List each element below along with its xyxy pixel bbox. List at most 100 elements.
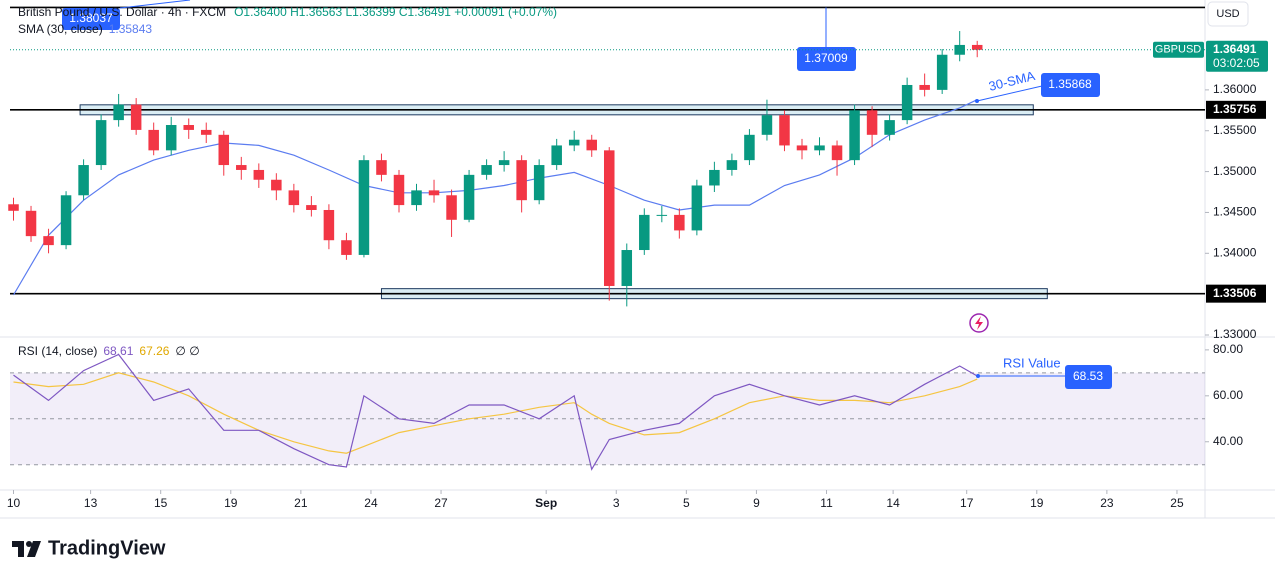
annotation-dot <box>976 374 980 378</box>
sma-value: 1.35843 <box>109 22 153 36</box>
currency-box <box>1207 1 1249 27</box>
annotation-label: 1.38037 <box>69 11 113 25</box>
candle-body <box>884 120 895 135</box>
annotation-box <box>1065 365 1112 389</box>
symbol-label: GBPUSD <box>1155 44 1202 56</box>
y-tick-label: 1.33000 <box>1213 327 1257 341</box>
candle-body <box>551 145 562 166</box>
rsi-line <box>13 353 978 471</box>
candle-body <box>936 54 948 90</box>
currency-label: USD <box>1216 8 1239 20</box>
candle-body <box>796 145 808 151</box>
candle-body <box>358 160 370 255</box>
x-tick-label: 10 <box>7 496 21 510</box>
candle-body <box>271 179 282 191</box>
level-axis-box <box>1206 100 1266 119</box>
candle-body <box>621 250 633 286</box>
annotation-line <box>976 85 1043 102</box>
y-tick-label: 1.34000 <box>1213 245 1257 259</box>
candle-body <box>831 145 843 161</box>
candle-body <box>779 115 790 146</box>
candle-body <box>60 195 72 246</box>
y-tick-label: 80.00 <box>1213 342 1243 356</box>
chart-title: British Pound / U.S. Dollar · 4h · FXCM <box>18 5 226 19</box>
x-tick-label: 24 <box>364 496 378 510</box>
y-tick-label: 1.34500 <box>1213 205 1257 219</box>
x-tick-label: 21 <box>294 496 308 510</box>
candle-body <box>849 110 860 161</box>
rsi-value: 68.61 <box>103 344 133 358</box>
candle-body <box>95 120 107 166</box>
annotation-line <box>119 0 191 9</box>
level-callout-box <box>797 47 856 71</box>
candle-body <box>901 84 913 121</box>
y-tick-label: 60.00 <box>1213 388 1243 402</box>
candle-body <box>8 204 19 211</box>
candle-body <box>341 240 352 255</box>
alert-icon-bolt <box>975 316 983 330</box>
x-tick-label: 25 <box>1170 496 1184 510</box>
x-tick-label: 13 <box>84 496 98 510</box>
annotation-label: 68.53 <box>1073 369 1103 383</box>
candle-body <box>516 160 527 201</box>
candle-body <box>376 160 387 175</box>
x-tick-label: 14 <box>886 496 900 510</box>
candle-body <box>674 214 685 231</box>
rsi-line <box>13 372 978 454</box>
candle-body <box>78 165 89 196</box>
candle-body <box>428 190 440 196</box>
candle-body <box>761 115 773 135</box>
rsi-header-icons: ∅ ∅ <box>175 344 199 358</box>
candle-body <box>656 214 668 216</box>
candle-body <box>288 190 300 206</box>
candle-body <box>691 185 703 231</box>
rsi-ma-value: 67.26 <box>139 344 169 358</box>
candle-body <box>568 139 580 146</box>
x-tick-label: 5 <box>683 496 690 510</box>
candle-body <box>113 104 124 121</box>
candle-body <box>411 190 422 206</box>
candle-body <box>709 169 720 186</box>
candle-body <box>603 150 615 286</box>
candle-body <box>236 165 247 170</box>
x-tick-label: 19 <box>1030 496 1044 510</box>
candle-body <box>148 129 159 151</box>
x-tick-label: 3 <box>613 496 620 510</box>
candle-body <box>919 84 930 90</box>
x-tick-label: 23 <box>1100 496 1114 510</box>
annotation-label: 1.35868 <box>1048 77 1092 91</box>
level-axis-box <box>1206 284 1266 303</box>
level-callout-label: 1.37009 <box>804 51 848 65</box>
candle-body <box>306 205 317 210</box>
annotation-box <box>1041 73 1100 97</box>
ohlc-text: O1.36400 H1.36563 L1.36399 C1.36491 +0.0… <box>234 5 557 19</box>
candle-body <box>726 160 738 170</box>
level-axis-label: 1.35756 <box>1213 102 1257 116</box>
candle-body <box>498 160 510 166</box>
y-tick-label: 1.36000 <box>1213 82 1257 96</box>
candle-body <box>130 104 142 130</box>
alert-icon[interactable] <box>969 313 989 333</box>
countdown-label: 03:02:05 <box>1213 56 1260 70</box>
x-tick-label: 9 <box>753 496 760 510</box>
sma-name: SMA (30, close) <box>18 22 103 36</box>
brand-name: TradingView <box>48 537 166 559</box>
sma-line <box>12 99 978 296</box>
candle-body <box>165 125 177 151</box>
y-tick-label: 1.35500 <box>1213 123 1257 137</box>
annotation-box <box>62 8 120 30</box>
x-tick-label: 17 <box>960 496 974 510</box>
candle-body <box>866 110 878 135</box>
candle-body <box>744 134 755 161</box>
candle-body <box>25 210 37 237</box>
annotation-dot <box>975 99 979 103</box>
candle-body <box>814 145 825 151</box>
candle-body <box>954 44 965 55</box>
y-tick-label: 1.35000 <box>1213 164 1257 178</box>
candle-body <box>463 174 475 220</box>
last-price-box <box>1206 40 1268 72</box>
candle-body <box>446 195 457 220</box>
brand-logo <box>12 541 41 557</box>
candle-body <box>639 214 650 251</box>
x-tick-label: 27 <box>434 496 448 510</box>
